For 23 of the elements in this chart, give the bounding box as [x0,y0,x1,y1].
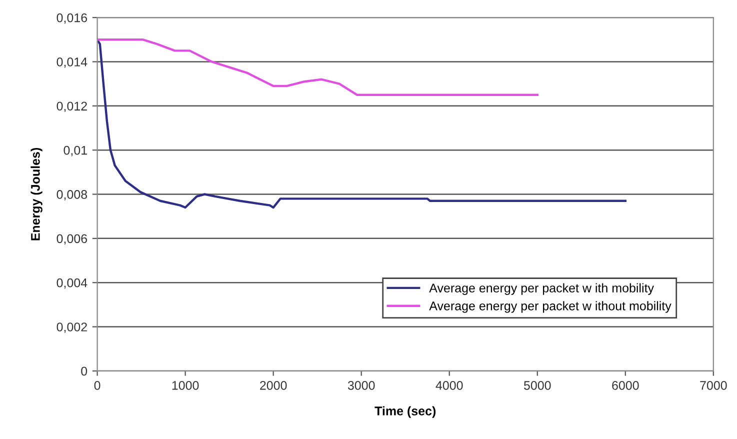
x-tick-label: 6000 [612,381,639,390]
y-tick-label: 0,008 [56,190,88,200]
y-tick-label: 0,014 [56,58,88,68]
x-tick-label: 4000 [436,381,463,390]
line-series [97,38,538,96]
x-axis-title: Time (sec) [374,406,436,418]
y-tick-label: 0 [81,366,88,376]
y-tick-label: 0,016 [56,13,88,24]
y-axis-title: Energy (Joules) [30,148,42,240]
x-tick-label: 0 [94,381,100,390]
y-tick-label: 0,006 [56,234,88,245]
y-tick-label: 0,012 [56,102,87,112]
x-tick-label: 1000 [172,381,199,390]
x-tick-label: 7000 [700,381,727,390]
line-series [97,38,627,209]
x-tick-label: 2000 [260,381,287,390]
y-tick-label: 0,002 [56,322,87,333]
legend-label: Average energy per packet w ithout mobility [429,301,672,313]
legend-label: Average energy per packet w ith mobility [429,283,654,295]
y-tick-label: 0,004 [56,278,88,289]
x-tick-label: 5000 [524,381,551,390]
y-tick-label: 0,01 [64,146,87,156]
x-tick-label: 3000 [348,381,375,390]
